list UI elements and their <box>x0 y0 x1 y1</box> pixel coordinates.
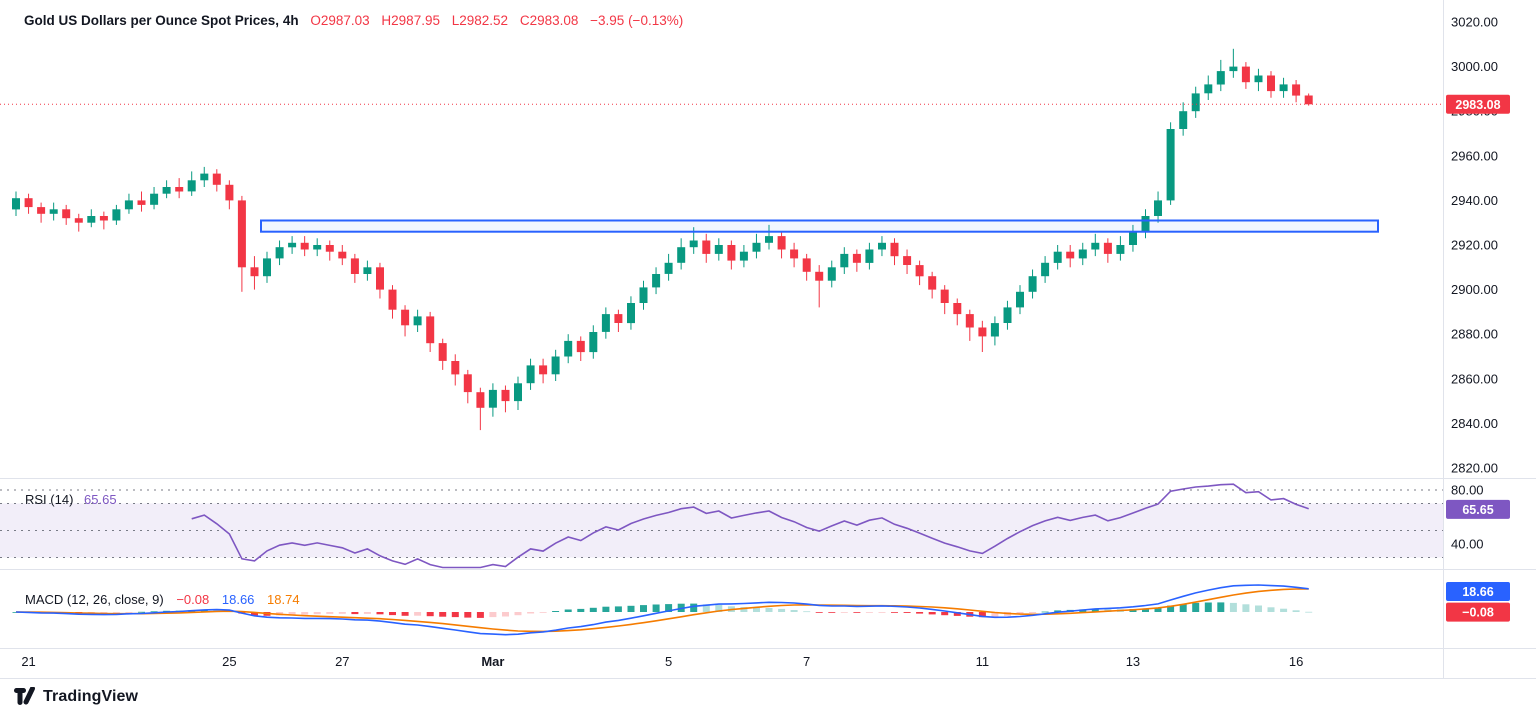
price-change: −3.95 (−0.13%) <box>590 13 684 28</box>
ohlc-low: L2982.52 <box>451 13 509 28</box>
footer-bar: TradingView <box>14 687 138 707</box>
ohlc-open: O2987.03 <box>310 13 370 28</box>
macd-label[interactable]: MACD (12, 26, close, 9) <box>25 592 164 607</box>
macd-value-badge: 18.66 <box>1446 582 1510 601</box>
time-axis-label: 7 <box>803 654 810 669</box>
rsi-tick-label: 40.00 <box>1451 537 1484 552</box>
time-axis[interactable]: 21 25 27 Mar 5 7 11 13 16 <box>21 654 1303 669</box>
chart-canvas[interactable]: 3020.003000.002980.002960.002940.002920.… <box>0 0 1536 679</box>
ohlc-high: H2987.95 <box>381 13 440 28</box>
rsi-indicator-label[interactable]: RSI (14) 65.65 <box>25 492 117 507</box>
macd-indicator-label[interactable]: MACD (12, 26, close, 9) −0.08 18.66 18.7… <box>25 592 300 607</box>
symbol-header: Gold US Dollars per Ounce Spot Prices, 4… <box>24 13 683 28</box>
rsi-label[interactable]: RSI (14) <box>25 492 74 507</box>
time-axis-label: 5 <box>665 654 672 669</box>
price-tick-label: 2860.00 <box>1451 371 1498 386</box>
price-tick-label: 2960.00 <box>1451 148 1498 163</box>
price-tick-label: 2940.00 <box>1451 193 1498 208</box>
time-axis-label: 27 <box>335 654 349 669</box>
time-axis-label: 21 <box>21 654 35 669</box>
rsi-axis[interactable]: 80.00 40.00 <box>1451 483 1484 552</box>
svg-text:−0.08: −0.08 <box>1462 606 1494 620</box>
rsi-value-badge: 65.65 <box>1446 499 1510 519</box>
price-tick-label: 2880.00 <box>1451 327 1498 342</box>
current-price-badge: 2983.08 <box>1446 94 1510 114</box>
rsi-value: 65.65 <box>84 492 117 507</box>
price-axis[interactable]: 3020.003000.002980.002960.002940.002920.… <box>1451 15 1498 476</box>
price-tick-label: 2920.00 <box>1451 238 1498 253</box>
candles-layer[interactable] <box>12 48 1313 431</box>
tradingview-brand[interactable]: TradingView <box>43 688 139 705</box>
rsi-tick-label: 80.00 <box>1451 483 1484 498</box>
time-axis-label: 11 <box>976 654 990 669</box>
price-tick-label: 2900.00 <box>1451 282 1498 297</box>
time-axis-label: Mar <box>481 654 504 669</box>
symbol-title[interactable]: Gold US Dollars per Ounce Spot Prices, 4… <box>24 13 299 28</box>
time-axis-label: 16 <box>1289 654 1303 669</box>
price-tick-label: 2840.00 <box>1451 416 1498 431</box>
pane-separators <box>0 0 1536 679</box>
tradingview-logo-icon[interactable] <box>14 687 36 707</box>
svg-text:18.66: 18.66 <box>1462 585 1493 599</box>
resistance-zone[interactable] <box>260 219 1379 233</box>
macd-line <box>15 584 1309 636</box>
time-axis-label: 25 <box>222 654 236 669</box>
time-axis-label: 13 <box>1126 654 1140 669</box>
macd-hist-value: −0.08 <box>176 592 210 607</box>
svg-text:2983.08: 2983.08 <box>1455 98 1500 112</box>
rsi-line <box>191 483 1309 569</box>
ohlc-close: C2983.08 <box>519 13 579 28</box>
macd-hist-badge: −0.08 <box>1446 602 1510 622</box>
price-tick-label: 3000.00 <box>1451 59 1498 74</box>
price-tick-label: 2820.00 <box>1451 461 1498 476</box>
macd-signal-value: 18.74 <box>267 592 300 607</box>
price-tick-label: 3020.00 <box>1451 15 1498 30</box>
macd-line-value: 18.66 <box>221 592 255 607</box>
svg-text:65.65: 65.65 <box>1462 503 1493 517</box>
